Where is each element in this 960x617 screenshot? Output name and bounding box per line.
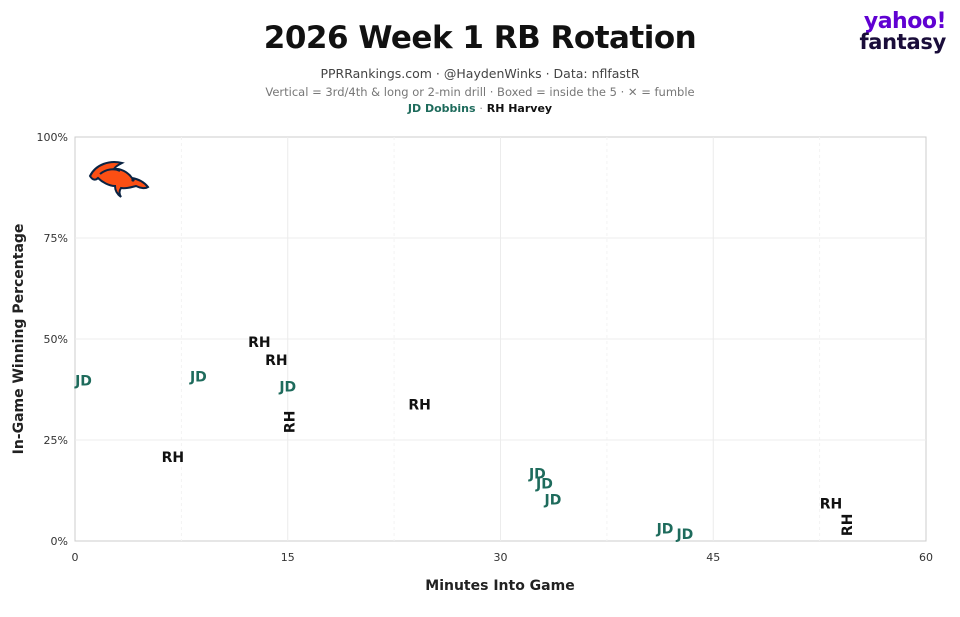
- grid-lines: [75, 137, 926, 541]
- legend-entry-jd: JD Dobbins: [407, 102, 476, 115]
- data-point-rh: RH: [162, 450, 185, 466]
- data-point-jd: JD: [656, 522, 674, 538]
- data-point-jd: JD: [535, 476, 553, 492]
- chart-note: Vertical = 3rd/4th & long or 2-min drill…: [265, 85, 695, 99]
- data-point-rh: RH: [820, 497, 843, 513]
- x-axis-title: Minutes Into Game: [425, 578, 574, 594]
- legend-separator: ·: [479, 102, 483, 115]
- data-point-jd: JD: [528, 466, 546, 482]
- chart-title: 2026 Week 1 RB Rotation: [263, 20, 697, 56]
- data-point-jd: JD: [189, 369, 207, 385]
- y-tick-label: 50%: [44, 333, 68, 346]
- x-tick-label: 15: [281, 551, 295, 564]
- data-point-rh: RH: [265, 353, 288, 369]
- y-axis-title: In-Game Winning Percentage: [11, 224, 27, 455]
- data-point-jd: JD: [675, 527, 693, 543]
- yahoo-fantasy-logo: yahoo! fantasy: [859, 9, 947, 54]
- data-point-jd: JD: [278, 379, 296, 395]
- y-tick-label: 100%: [37, 131, 68, 144]
- x-tick-label: 0: [72, 551, 79, 564]
- y-tick-label: 25%: [44, 434, 68, 447]
- legend-entry-rh: RH Harvey: [486, 102, 553, 115]
- x-tick-label: 45: [706, 551, 720, 564]
- data-point-rh: RH: [408, 398, 431, 414]
- data-point-rh: RH: [248, 335, 271, 351]
- logo-line-2: fantasy: [859, 29, 946, 54]
- data-point-rh: RH: [840, 514, 856, 537]
- y-tick-label: 0%: [51, 535, 68, 548]
- x-tick-label: 60: [919, 551, 933, 564]
- data-point-jd: JD: [74, 373, 92, 389]
- legend: JD Dobbins · RH Harvey: [0, 102, 960, 115]
- logo-line-1: yahoo!: [863, 9, 947, 34]
- data-point-jd: JD: [544, 493, 562, 509]
- data-point-rh: RH: [283, 411, 299, 434]
- chart-subtitle: PPRRankings.com · @HaydenWinks · Data: n…: [320, 66, 640, 81]
- broncos-horse-icon: [88, 161, 150, 198]
- axis-ticks: 0 15 30 45 60 0% 25% 50% 75% 100%: [37, 131, 933, 564]
- y-tick-label: 75%: [44, 232, 68, 245]
- x-tick-label: 30: [494, 551, 508, 564]
